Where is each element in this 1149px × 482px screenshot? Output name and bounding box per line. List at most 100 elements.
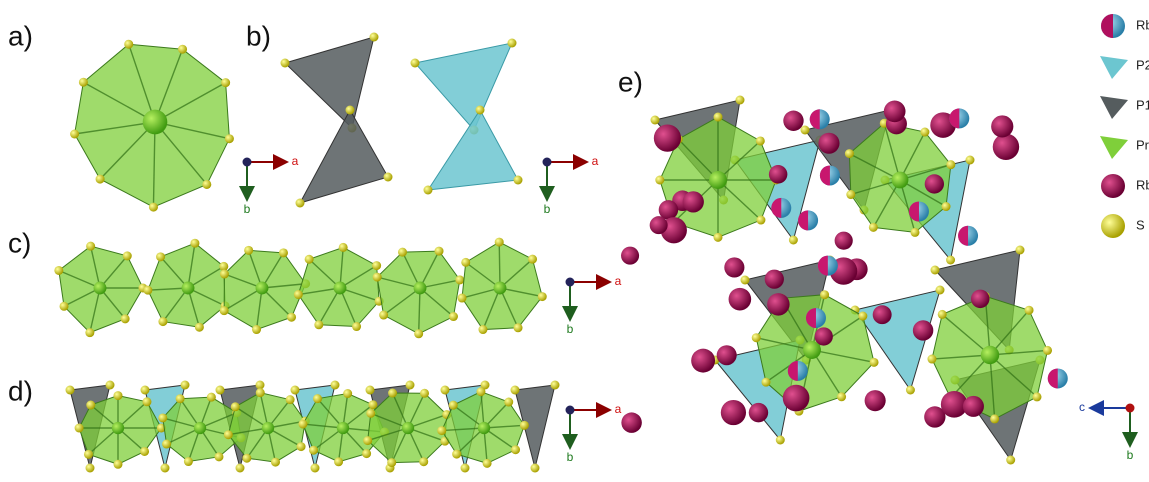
atom: [992, 133, 1020, 161]
bond: [152, 121, 156, 208]
atom: [95, 174, 105, 184]
bond: [989, 354, 996, 419]
atom: [156, 252, 166, 262]
atom: [193, 421, 207, 435]
atom: [113, 391, 123, 401]
bond: [899, 179, 947, 208]
atom: [280, 58, 290, 68]
atom: [834, 231, 853, 250]
atom: [935, 285, 945, 295]
bond: [482, 287, 501, 330]
atom: [775, 435, 785, 445]
axis-origin: [542, 157, 552, 167]
atom: [803, 341, 821, 359]
atom: [86, 400, 96, 410]
atom: [814, 327, 833, 346]
atom: [946, 160, 956, 170]
atom-half: [798, 210, 809, 231]
atom: [513, 175, 523, 185]
legend-label: S: [1136, 217, 1145, 232]
atom: [507, 38, 517, 48]
atom: [255, 380, 265, 390]
bond: [989, 309, 1030, 356]
bond: [261, 252, 285, 289]
bond: [407, 427, 425, 463]
bond: [498, 242, 501, 289]
legend-label: Rb/Na: [1136, 17, 1149, 32]
bond: [58, 269, 101, 289]
atom: [230, 402, 240, 412]
atom: [924, 406, 946, 428]
atom: [962, 395, 984, 417]
atom: [455, 275, 465, 285]
bond: [99, 287, 126, 320]
bond: [308, 258, 341, 289]
bond: [83, 81, 156, 123]
atom: [537, 292, 547, 302]
bond: [367, 427, 409, 442]
bond: [717, 179, 762, 221]
atom: [362, 449, 372, 459]
atom: [206, 392, 216, 402]
atom: [255, 281, 269, 295]
atom: [214, 452, 224, 462]
atom: [1006, 455, 1016, 465]
atom: [366, 408, 376, 418]
bond: [765, 349, 813, 383]
bond: [199, 412, 237, 429]
axis-label: b: [567, 322, 574, 336]
bond: [162, 417, 201, 429]
bond: [318, 287, 341, 326]
bond: [317, 398, 344, 429]
atom: [452, 449, 462, 459]
atom: [387, 458, 397, 468]
bond: [187, 287, 226, 307]
atom: [437, 426, 447, 436]
atom: [493, 281, 507, 295]
axis-label: b: [244, 202, 251, 216]
atom: [846, 190, 856, 200]
atom: [713, 232, 723, 242]
bond: [261, 283, 306, 289]
bond: [989, 349, 1048, 356]
atom: [74, 423, 84, 433]
bond: [407, 413, 447, 429]
tetrahedron: [284, 36, 375, 129]
axis-label: b: [544, 202, 551, 216]
atom: [482, 458, 492, 468]
axis-label: a: [592, 154, 599, 168]
bond: [160, 256, 189, 289]
bond: [298, 287, 341, 296]
atom: [872, 305, 892, 325]
atom: [448, 400, 458, 410]
atom: [478, 325, 488, 335]
atom: [398, 247, 408, 257]
atom: [920, 127, 930, 137]
tetrahedron: [414, 42, 513, 131]
atom: [653, 124, 682, 152]
bond: [950, 354, 991, 399]
atom: [363, 436, 373, 446]
atom: [658, 200, 679, 220]
legend-icon: [1100, 56, 1128, 79]
atom: [970, 289, 990, 309]
atom: [414, 329, 424, 339]
bond: [499, 287, 519, 329]
atom: [991, 115, 1014, 138]
atom: [85, 463, 95, 473]
bond: [63, 287, 101, 307]
atom: [140, 446, 150, 456]
atom: [713, 112, 723, 122]
bond: [872, 179, 901, 228]
atom: [140, 385, 150, 395]
atom: [927, 354, 937, 364]
atom: [912, 320, 934, 341]
atom: [818, 132, 840, 154]
bond: [811, 349, 875, 364]
bond: [756, 337, 813, 351]
atom: [550, 380, 560, 390]
atom: [869, 357, 879, 367]
bond: [407, 427, 446, 442]
atom: [868, 222, 878, 232]
atom: [244, 245, 254, 255]
